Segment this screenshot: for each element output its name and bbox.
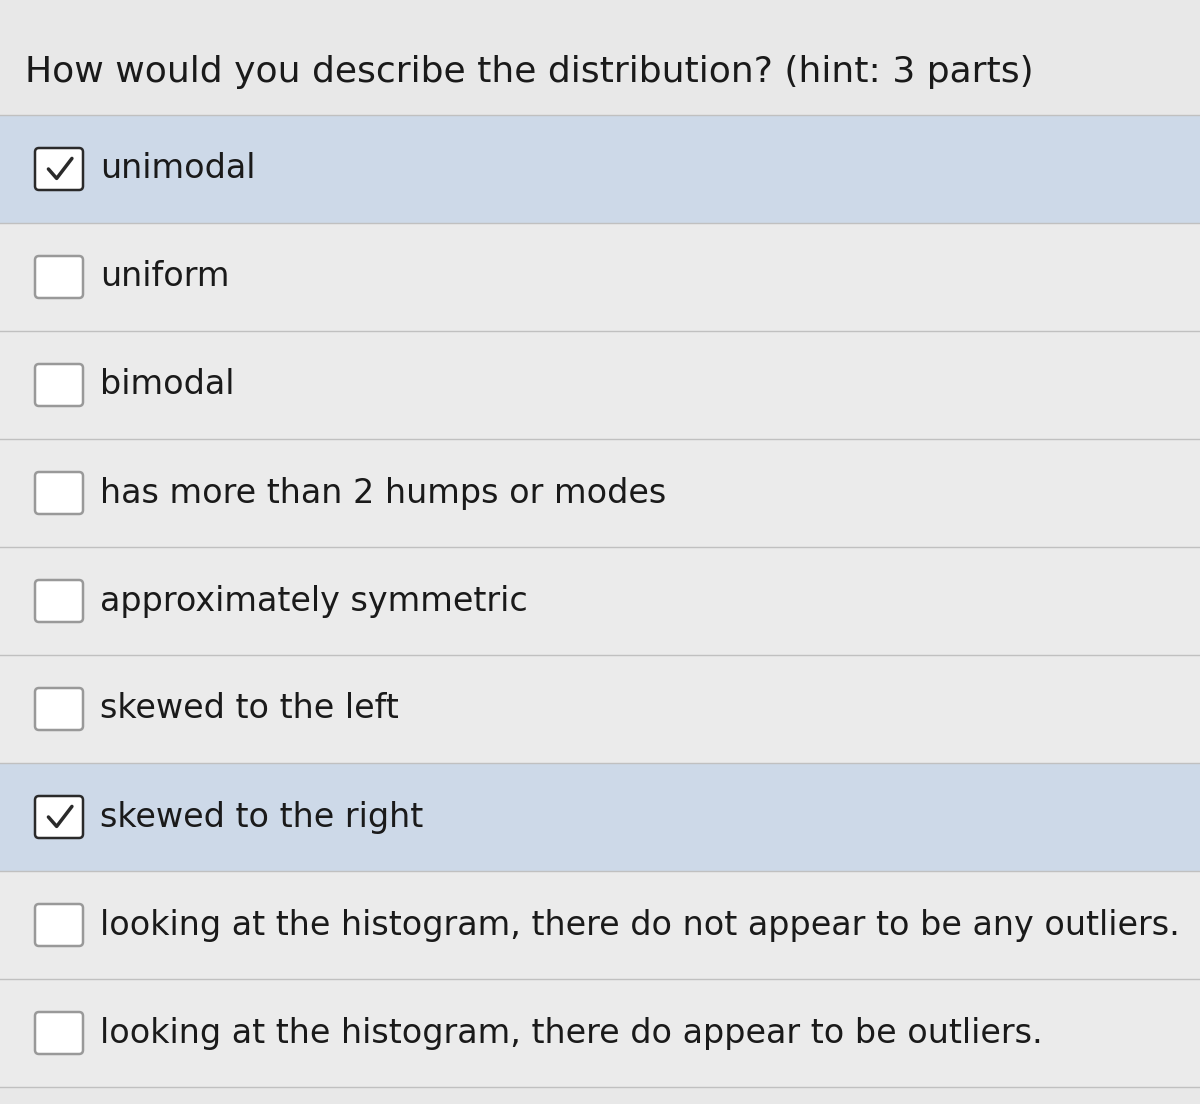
- Text: has more than 2 humps or modes: has more than 2 humps or modes: [100, 477, 666, 510]
- Text: approximately symmetric: approximately symmetric: [100, 584, 528, 617]
- FancyBboxPatch shape: [35, 364, 83, 406]
- Bar: [0, 655, 1200, 763]
- Bar: [0, 979, 1200, 1087]
- Text: skewed to the left: skewed to the left: [100, 692, 398, 725]
- Text: skewed to the right: skewed to the right: [100, 800, 424, 834]
- FancyBboxPatch shape: [35, 256, 83, 298]
- FancyBboxPatch shape: [35, 1012, 83, 1054]
- Bar: [0, 546, 1200, 655]
- FancyBboxPatch shape: [35, 904, 83, 946]
- Bar: [0, 331, 1200, 439]
- FancyBboxPatch shape: [35, 148, 83, 190]
- Bar: [0, 439, 1200, 546]
- Text: looking at the histogram, there do not appear to be any outliers.: looking at the histogram, there do not a…: [100, 909, 1180, 942]
- Bar: [0, 871, 1200, 979]
- FancyBboxPatch shape: [35, 688, 83, 730]
- Text: looking at the histogram, there do appear to be outliers.: looking at the histogram, there do appea…: [100, 1017, 1043, 1050]
- Bar: [0, 223, 1200, 331]
- FancyBboxPatch shape: [35, 796, 83, 838]
- Bar: [0, 115, 1200, 223]
- Text: How would you describe the distribution? (hint: 3 parts): How would you describe the distribution?…: [25, 55, 1033, 89]
- Bar: [0, 763, 1200, 871]
- Text: unimodal: unimodal: [100, 152, 256, 185]
- FancyBboxPatch shape: [35, 473, 83, 514]
- FancyBboxPatch shape: [35, 580, 83, 622]
- Text: uniform: uniform: [100, 261, 229, 294]
- Text: bimodal: bimodal: [100, 369, 234, 402]
